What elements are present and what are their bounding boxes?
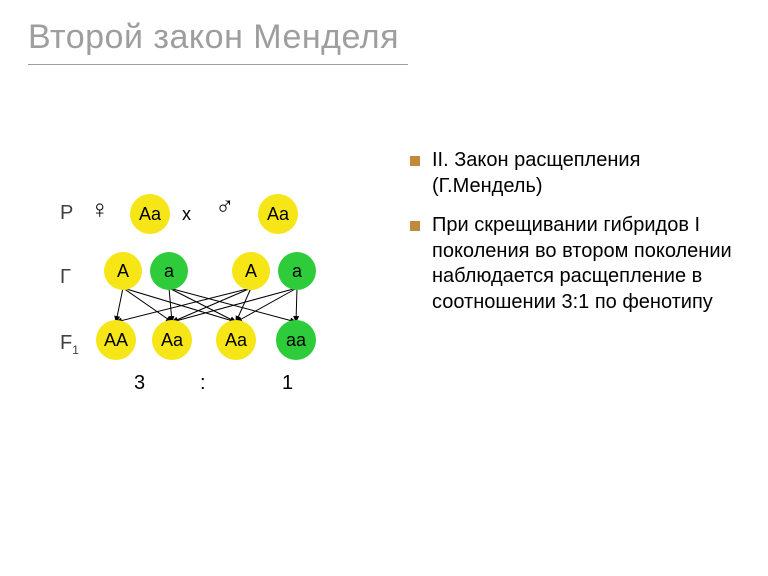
row-label: P <box>60 202 73 225</box>
inheritance-arrow <box>123 288 236 322</box>
gamete-node-label: A <box>117 261 129 282</box>
row-label: Г <box>60 266 71 289</box>
bullet-item: При скрещивании гибридов I поколения во … <box>410 213 740 315</box>
inheritance-arrow <box>172 288 297 322</box>
gamete-node-label: a <box>164 261 174 282</box>
gamete-node: A <box>104 252 142 290</box>
inheritance-arrows <box>60 194 390 434</box>
offspring-node: aa <box>276 320 316 360</box>
inheritance-arrow <box>123 288 172 322</box>
parent-node-label: Aa <box>267 204 289 225</box>
offspring-node-label: AA <box>104 330 128 351</box>
ratio-text: 1 <box>282 372 293 395</box>
inheritance-arrow <box>169 288 172 322</box>
male-symbol-icon: ♂ <box>215 190 235 221</box>
female-symbol-icon: ♀ <box>90 194 110 225</box>
gamete-node-label: A <box>245 261 257 282</box>
inheritance-arrow <box>236 288 251 322</box>
inheritance-arrow <box>169 288 236 322</box>
bullet-square-icon <box>410 156 420 166</box>
bullet-square-icon <box>410 221 420 231</box>
inheritance-arrow <box>116 288 251 322</box>
bullet-item: II. Закон расщепления (Г.Мендель) <box>410 148 740 199</box>
parent-node-label: Aa <box>139 204 161 225</box>
slide-title: Второй закон Менделя <box>28 18 399 57</box>
offspring-node-label: aa <box>286 330 306 351</box>
ratio-text: 3 <box>134 372 145 395</box>
gamete-node: a <box>278 252 316 290</box>
ratio-text: : <box>200 372 206 395</box>
cross-symbol: x <box>182 204 191 225</box>
offspring-node: Aa <box>216 320 256 360</box>
bullet-text: При скрещивании гибридов I поколения во … <box>432 213 740 315</box>
gamete-node: A <box>232 252 270 290</box>
row-label: F1 <box>60 332 79 357</box>
inheritance-arrow <box>296 288 297 322</box>
offspring-node: Aa <box>152 320 192 360</box>
mendel-diagram: PГF1♀♂xAaAaAaAaAAAaAaaa3:1 <box>60 194 390 434</box>
offspring-node-label: Aa <box>225 330 247 351</box>
parent-node: Aa <box>258 194 298 234</box>
title-underline <box>28 64 408 65</box>
inheritance-arrow <box>169 288 296 322</box>
bullet-text: II. Закон расщепления (Г.Мендель) <box>432 148 740 199</box>
inheritance-arrow <box>172 288 251 322</box>
inheritance-arrow <box>236 288 297 322</box>
gamete-node-label: a <box>292 261 302 282</box>
parent-node: Aa <box>130 194 170 234</box>
gamete-node: a <box>150 252 188 290</box>
offspring-node-label: Aa <box>161 330 183 351</box>
offspring-node: AA <box>96 320 136 360</box>
slide: Второй закон Менделя PГF1♀♂xAaAaAaAaAAAa… <box>0 0 768 576</box>
bullet-list: II. Закон расщепления (Г.Мендель) При скр… <box>410 148 740 330</box>
inheritance-arrow <box>116 288 123 322</box>
